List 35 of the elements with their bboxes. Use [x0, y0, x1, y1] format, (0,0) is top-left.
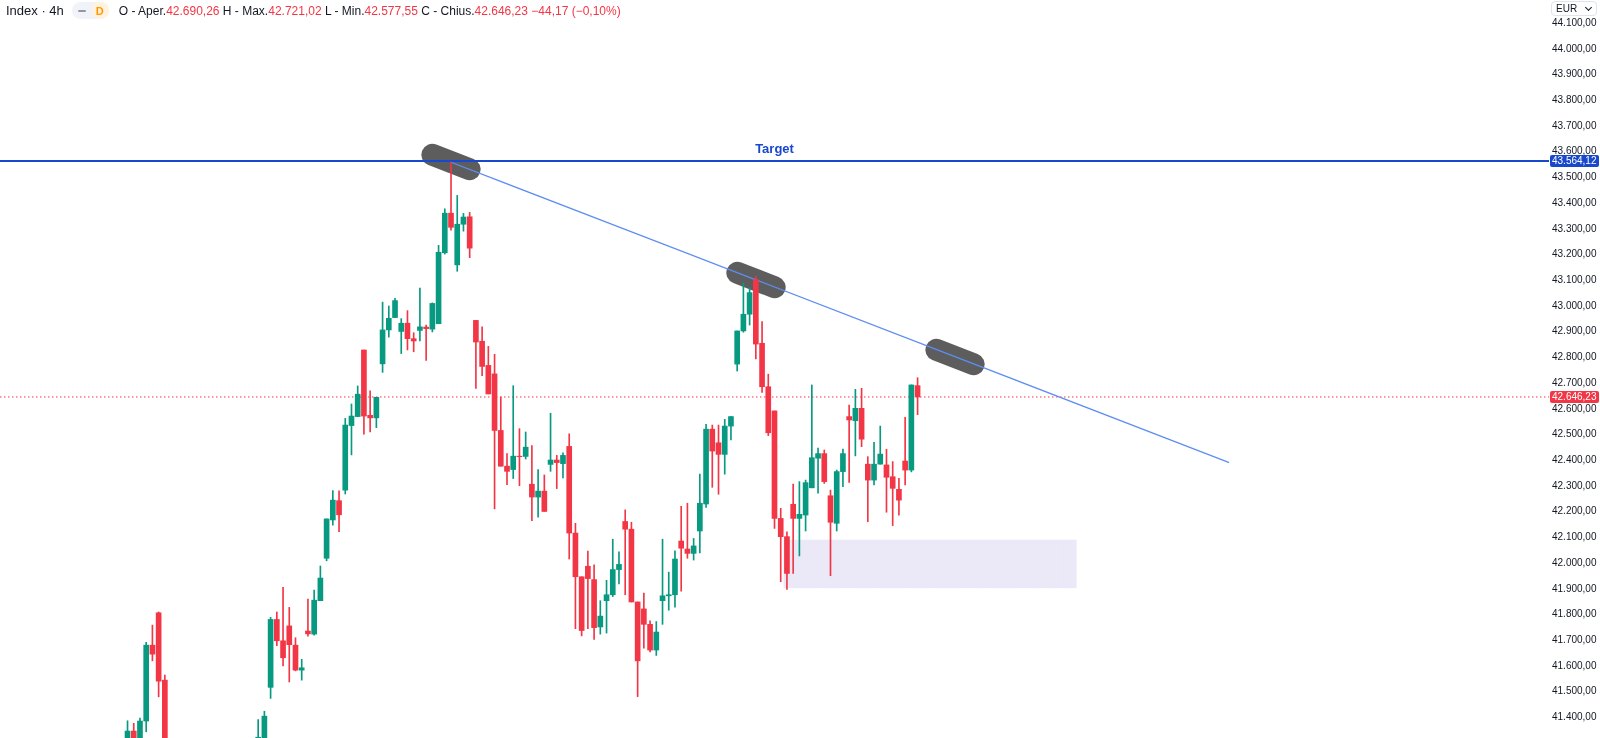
y-tick-label: 41.500,00 [1552, 685, 1597, 697]
annotation: D [90, 2, 109, 19]
chart-title: Index · 4h [6, 3, 64, 18]
y-tick-label: 41.600,00 [1552, 659, 1597, 671]
text: 43.564,12 [1552, 155, 1597, 167]
y-tick-label: 43.400,00 [1552, 196, 1597, 208]
y-tick-label: 43.500,00 [1552, 171, 1597, 183]
text: EUR [1556, 3, 1578, 14]
y-tick-label: 43.100,00 [1552, 274, 1597, 286]
y-tick-label: 42.800,00 [1552, 351, 1597, 363]
y-tick-label: 42.300,00 [1552, 479, 1597, 491]
y-tick-label: 41.400,00 [1552, 711, 1597, 723]
y-tick-label: 42.400,00 [1552, 454, 1597, 466]
y-tick-label: 43.200,00 [1552, 248, 1597, 260]
chart-subtitle: O - Aper.42.690,26 H - Max.42.721,02 L - Min.42.577,55 C - Chius.42.646,23 −44,17 (−0,10%) [118, 3, 621, 18]
y-tick-label: 43.600,00 [1552, 145, 1597, 157]
text: 42.646,23 [1552, 391, 1597, 403]
y-tick-label: 41.700,00 [1552, 634, 1597, 646]
y-tick-label: 42.700,00 [1552, 376, 1597, 388]
y-tick-label: 42.200,00 [1552, 505, 1597, 517]
y-tick-label: 42.900,00 [1552, 325, 1597, 337]
ref-line-label: Target [755, 141, 795, 157]
y-tick-label: 43.700,00 [1552, 119, 1597, 131]
y-tick-label: 43.900,00 [1552, 68, 1597, 80]
y-tick-label: 44.000,00 [1552, 42, 1597, 54]
y-tick-label: 43.000,00 [1552, 299, 1597, 311]
y-tick-label: 43.300,00 [1552, 222, 1597, 234]
y-tick-label: 42.500,00 [1552, 428, 1597, 440]
y-tick-label: 42.600,00 [1552, 402, 1597, 414]
y-tick-label: 41.900,00 [1552, 582, 1597, 594]
y-tick-label: 42.000,00 [1552, 556, 1597, 568]
y-tick-label: 43.800,00 [1552, 94, 1597, 106]
y-tick-label: 41.800,00 [1552, 608, 1597, 620]
y-tick-label: 42.100,00 [1552, 531, 1597, 543]
y-tick-label: 44.100,00 [1552, 16, 1597, 28]
